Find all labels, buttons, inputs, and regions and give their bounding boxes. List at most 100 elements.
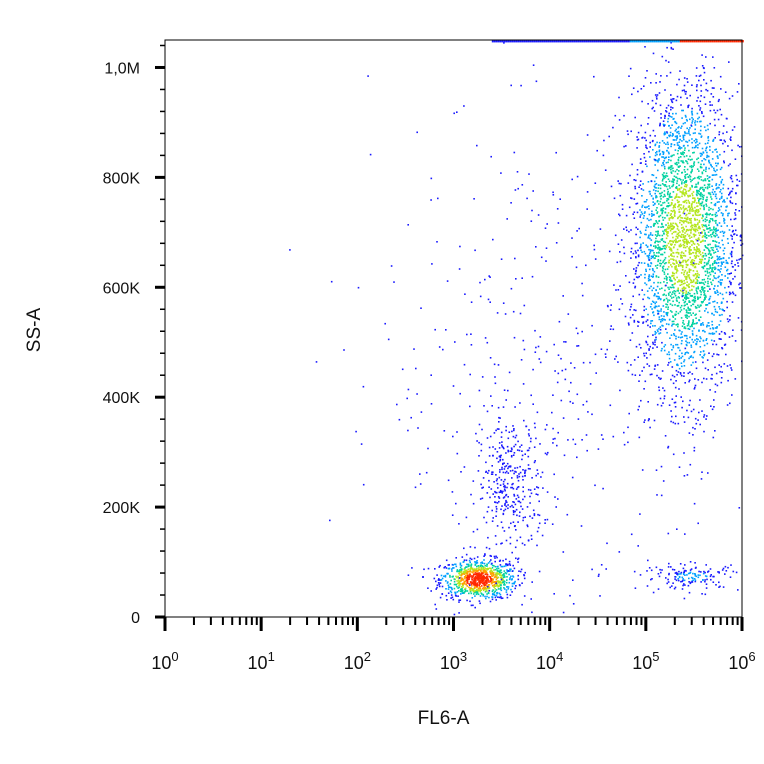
data-point xyxy=(655,40,658,43)
data-point xyxy=(707,275,710,277)
data-point xyxy=(699,207,702,210)
data-point xyxy=(673,204,676,207)
data-point xyxy=(675,297,678,299)
data-point xyxy=(475,432,477,435)
data-point xyxy=(634,273,637,275)
data-point xyxy=(666,136,669,139)
data-point xyxy=(704,149,707,152)
data-point xyxy=(660,204,663,206)
data-point xyxy=(427,587,429,589)
data-point xyxy=(445,559,448,562)
data-point xyxy=(608,135,610,138)
data-point xyxy=(720,212,723,214)
data-point xyxy=(496,428,499,430)
data-point xyxy=(722,243,724,246)
data-point xyxy=(695,193,698,196)
data-point xyxy=(671,320,674,323)
data-point xyxy=(671,291,674,293)
data-point xyxy=(563,341,565,343)
data-point xyxy=(719,258,722,260)
data-point xyxy=(453,583,456,586)
data-point xyxy=(731,230,734,233)
data-point xyxy=(676,173,679,175)
data-point xyxy=(718,571,720,573)
data-point xyxy=(677,296,680,298)
data-point xyxy=(504,485,506,487)
data-point xyxy=(666,276,668,279)
data-point xyxy=(645,352,647,355)
data-point xyxy=(699,296,702,299)
data-point xyxy=(476,440,478,442)
data-point xyxy=(736,91,739,93)
data-point xyxy=(712,581,715,583)
data-point xyxy=(673,214,676,216)
data-point xyxy=(463,105,465,107)
data-point xyxy=(676,364,678,366)
data-point xyxy=(562,611,565,614)
data-point xyxy=(491,593,494,596)
data-point xyxy=(725,209,727,212)
data-point xyxy=(699,202,702,205)
data-point xyxy=(529,468,531,470)
data-point xyxy=(495,572,497,574)
data-point xyxy=(735,192,737,195)
data-point xyxy=(714,235,716,238)
data-point xyxy=(692,152,694,154)
data-point xyxy=(686,228,689,231)
data-point xyxy=(487,578,489,581)
data-point xyxy=(687,372,690,375)
data-point xyxy=(499,593,502,596)
data-point xyxy=(530,492,533,495)
data-point xyxy=(627,182,630,184)
data-point xyxy=(685,155,688,157)
data-point xyxy=(674,329,676,331)
data-point xyxy=(498,571,501,574)
data-point xyxy=(530,598,532,600)
data-point xyxy=(671,199,674,201)
data-point xyxy=(647,335,649,338)
data-point xyxy=(531,40,534,43)
data-point xyxy=(667,167,670,169)
data-point xyxy=(686,264,689,267)
data-point xyxy=(722,183,725,186)
data-point xyxy=(521,277,523,279)
data-point xyxy=(483,405,485,407)
data-point xyxy=(594,258,597,260)
data-point xyxy=(669,127,672,129)
data-point xyxy=(440,579,443,581)
data-point xyxy=(481,572,483,574)
data-point xyxy=(662,325,664,327)
data-point xyxy=(478,455,480,457)
data-point xyxy=(473,586,476,588)
data-point xyxy=(473,582,475,584)
data-point xyxy=(680,191,683,193)
data-point xyxy=(640,274,642,276)
data-point xyxy=(671,217,674,219)
data-point xyxy=(575,266,578,269)
data-point xyxy=(693,292,696,295)
data-point xyxy=(483,562,486,565)
data-point xyxy=(628,412,630,415)
data-point xyxy=(730,369,733,371)
data-point xyxy=(672,191,675,193)
data-point xyxy=(636,211,639,214)
data-point xyxy=(677,216,680,219)
data-point xyxy=(654,154,657,157)
data-point xyxy=(689,94,691,97)
data-point xyxy=(682,320,685,322)
data-point xyxy=(699,258,701,261)
data-point xyxy=(682,212,684,214)
data-point xyxy=(680,147,683,149)
data-point xyxy=(645,283,648,286)
data-point xyxy=(688,581,690,583)
data-point xyxy=(483,570,486,573)
data-point xyxy=(492,517,494,519)
data-point xyxy=(597,575,600,577)
data-point xyxy=(443,575,445,577)
data-point xyxy=(514,436,517,439)
data-point xyxy=(704,331,706,333)
data-point xyxy=(503,575,506,577)
data-point xyxy=(642,321,645,323)
data-point xyxy=(694,128,696,131)
data-point xyxy=(688,269,691,272)
